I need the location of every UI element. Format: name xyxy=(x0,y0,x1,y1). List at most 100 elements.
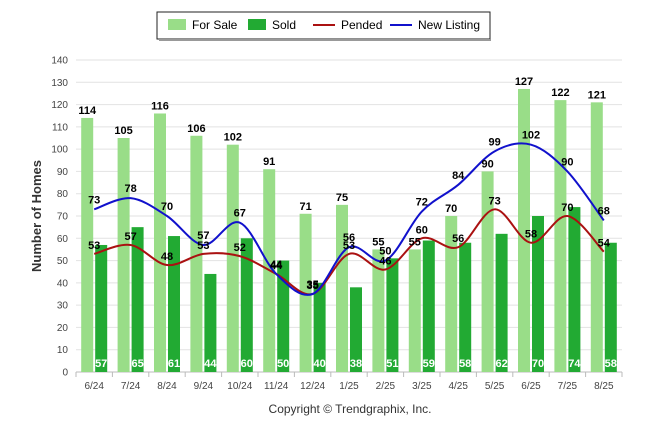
label-new-listing: 68 xyxy=(598,205,610,217)
label-new-listing: 99 xyxy=(488,136,500,148)
x-tick-label: 8/25 xyxy=(594,381,614,392)
legend-label: For Sale xyxy=(192,18,238,32)
y-tick-label: 20 xyxy=(57,323,69,334)
label-sold: 59 xyxy=(423,358,435,370)
label-new-listing: 44 xyxy=(270,259,283,271)
label-pended: 60 xyxy=(416,224,428,236)
bar-for-sale xyxy=(372,249,385,372)
label-sold: 50 xyxy=(277,358,289,370)
legend-label: Pended xyxy=(341,18,382,32)
x-tick-label: 7/24 xyxy=(121,381,141,392)
label-new-listing: 56 xyxy=(343,232,355,244)
y-tick-label: 0 xyxy=(62,368,68,379)
label-pended: 70 xyxy=(561,202,573,214)
label-for-sale: 55 xyxy=(409,236,421,248)
x-tick-label: 3/25 xyxy=(412,381,432,392)
y-axis-title: Number of Homes xyxy=(29,160,44,272)
label-pended: 35 xyxy=(306,280,318,292)
bar-for-sale xyxy=(518,88,530,372)
y-tick-label: 100 xyxy=(51,145,68,156)
label-for-sale: 102 xyxy=(224,132,242,144)
y-tick-label: 70 xyxy=(57,212,69,223)
x-tick-label: 8/24 xyxy=(157,381,177,392)
label-pended: 53 xyxy=(197,240,209,252)
y-tick-label: 90 xyxy=(57,167,69,178)
label-for-sale: 127 xyxy=(515,76,533,88)
y-axis: 0 10 20 30 40 50 60 70 80 90 100 110 120 130 140 xyxy=(51,56,68,379)
x-tick-label: 2/25 xyxy=(376,381,396,392)
label-for-sale: 114 xyxy=(78,105,97,117)
bar-sold xyxy=(204,273,217,372)
x-tick-label: 11/24 xyxy=(264,381,289,392)
bar-for-sale xyxy=(554,100,567,372)
label-sold: 60 xyxy=(241,358,253,370)
bar-for-sale xyxy=(408,249,421,372)
legend-swatch xyxy=(248,19,266,30)
legend-swatch xyxy=(168,19,186,30)
label-pended: 58 xyxy=(525,229,537,241)
label-for-sale: 116 xyxy=(151,100,169,112)
label-new-listing: 67 xyxy=(234,208,246,220)
x-tick-label: 12/24 xyxy=(300,381,325,392)
label-new-listing: 90 xyxy=(561,156,573,168)
label-sold: 40 xyxy=(313,358,325,370)
line-pended xyxy=(93,208,605,296)
label-sold: 70 xyxy=(532,358,544,370)
label-pended: 46 xyxy=(379,255,391,267)
label-new-listing: 72 xyxy=(416,197,428,209)
label-sold: 65 xyxy=(131,358,143,370)
bar-for-sale xyxy=(445,216,458,372)
label-for-sale: 71 xyxy=(299,201,311,213)
label-new-listing: 50 xyxy=(379,246,391,258)
label-pended: 56 xyxy=(452,233,464,245)
y-tick-label: 10 xyxy=(57,345,69,356)
label-pended: 52 xyxy=(234,242,246,254)
gridlines xyxy=(76,59,622,373)
y-tick-label: 120 xyxy=(51,100,68,111)
label-pended: 48 xyxy=(161,251,173,263)
label-pended: 44 xyxy=(270,260,283,272)
y-tick-label: 30 xyxy=(57,301,69,312)
bar-for-sale xyxy=(190,135,203,372)
label-pended: 53 xyxy=(88,240,100,252)
label-sold: 58 xyxy=(605,358,617,370)
x-tick-label: 7/25 xyxy=(558,381,578,392)
bar-sold xyxy=(131,227,144,372)
label-for-sale: 70 xyxy=(445,203,457,215)
label-new-listing: 57 xyxy=(197,230,209,242)
legend: For Sale Sold Pended New Listing xyxy=(156,11,491,41)
label-sold: 58 xyxy=(459,358,471,370)
label-sold: 57 xyxy=(95,358,107,370)
bar-sold xyxy=(459,242,472,372)
x-tick-label: 10/24 xyxy=(227,381,252,392)
label-sold: 62 xyxy=(495,358,507,370)
bar-for-sale xyxy=(154,113,166,372)
label-for-sale: 90 xyxy=(481,158,493,170)
bar-sold xyxy=(168,236,180,372)
bar-sold xyxy=(240,238,253,372)
label-for-sale: 106 xyxy=(187,123,205,135)
x-tick-label: 6/24 xyxy=(84,381,104,392)
label-pended: 54 xyxy=(598,238,611,250)
label-sold: 74 xyxy=(568,358,581,370)
line-new-listing xyxy=(93,142,605,296)
x-axis: 6/24 7/24 8/24 9/24 10/24 11/24 12/24 1/25 2/25 3… xyxy=(75,372,623,392)
bar-sold xyxy=(568,207,581,372)
bar-sold xyxy=(532,216,544,372)
legend-label: Sold xyxy=(272,18,296,32)
y-tick-label: 140 xyxy=(51,56,68,67)
x-tick-label: 6/25 xyxy=(521,381,541,392)
bar-sold xyxy=(495,233,508,372)
bar-for-sale xyxy=(590,102,603,372)
x-tick-label: 4/25 xyxy=(448,381,468,392)
bar-sold xyxy=(277,260,290,372)
bar-sold xyxy=(95,244,108,372)
y-tick-label: 80 xyxy=(57,189,69,200)
x-tick-label: 1/25 xyxy=(339,381,359,392)
label-new-listing: 35 xyxy=(306,279,318,291)
bar-for-sale xyxy=(336,204,348,372)
label-for-sale: 91 xyxy=(263,156,275,168)
legend-label: New Listing xyxy=(418,18,480,32)
